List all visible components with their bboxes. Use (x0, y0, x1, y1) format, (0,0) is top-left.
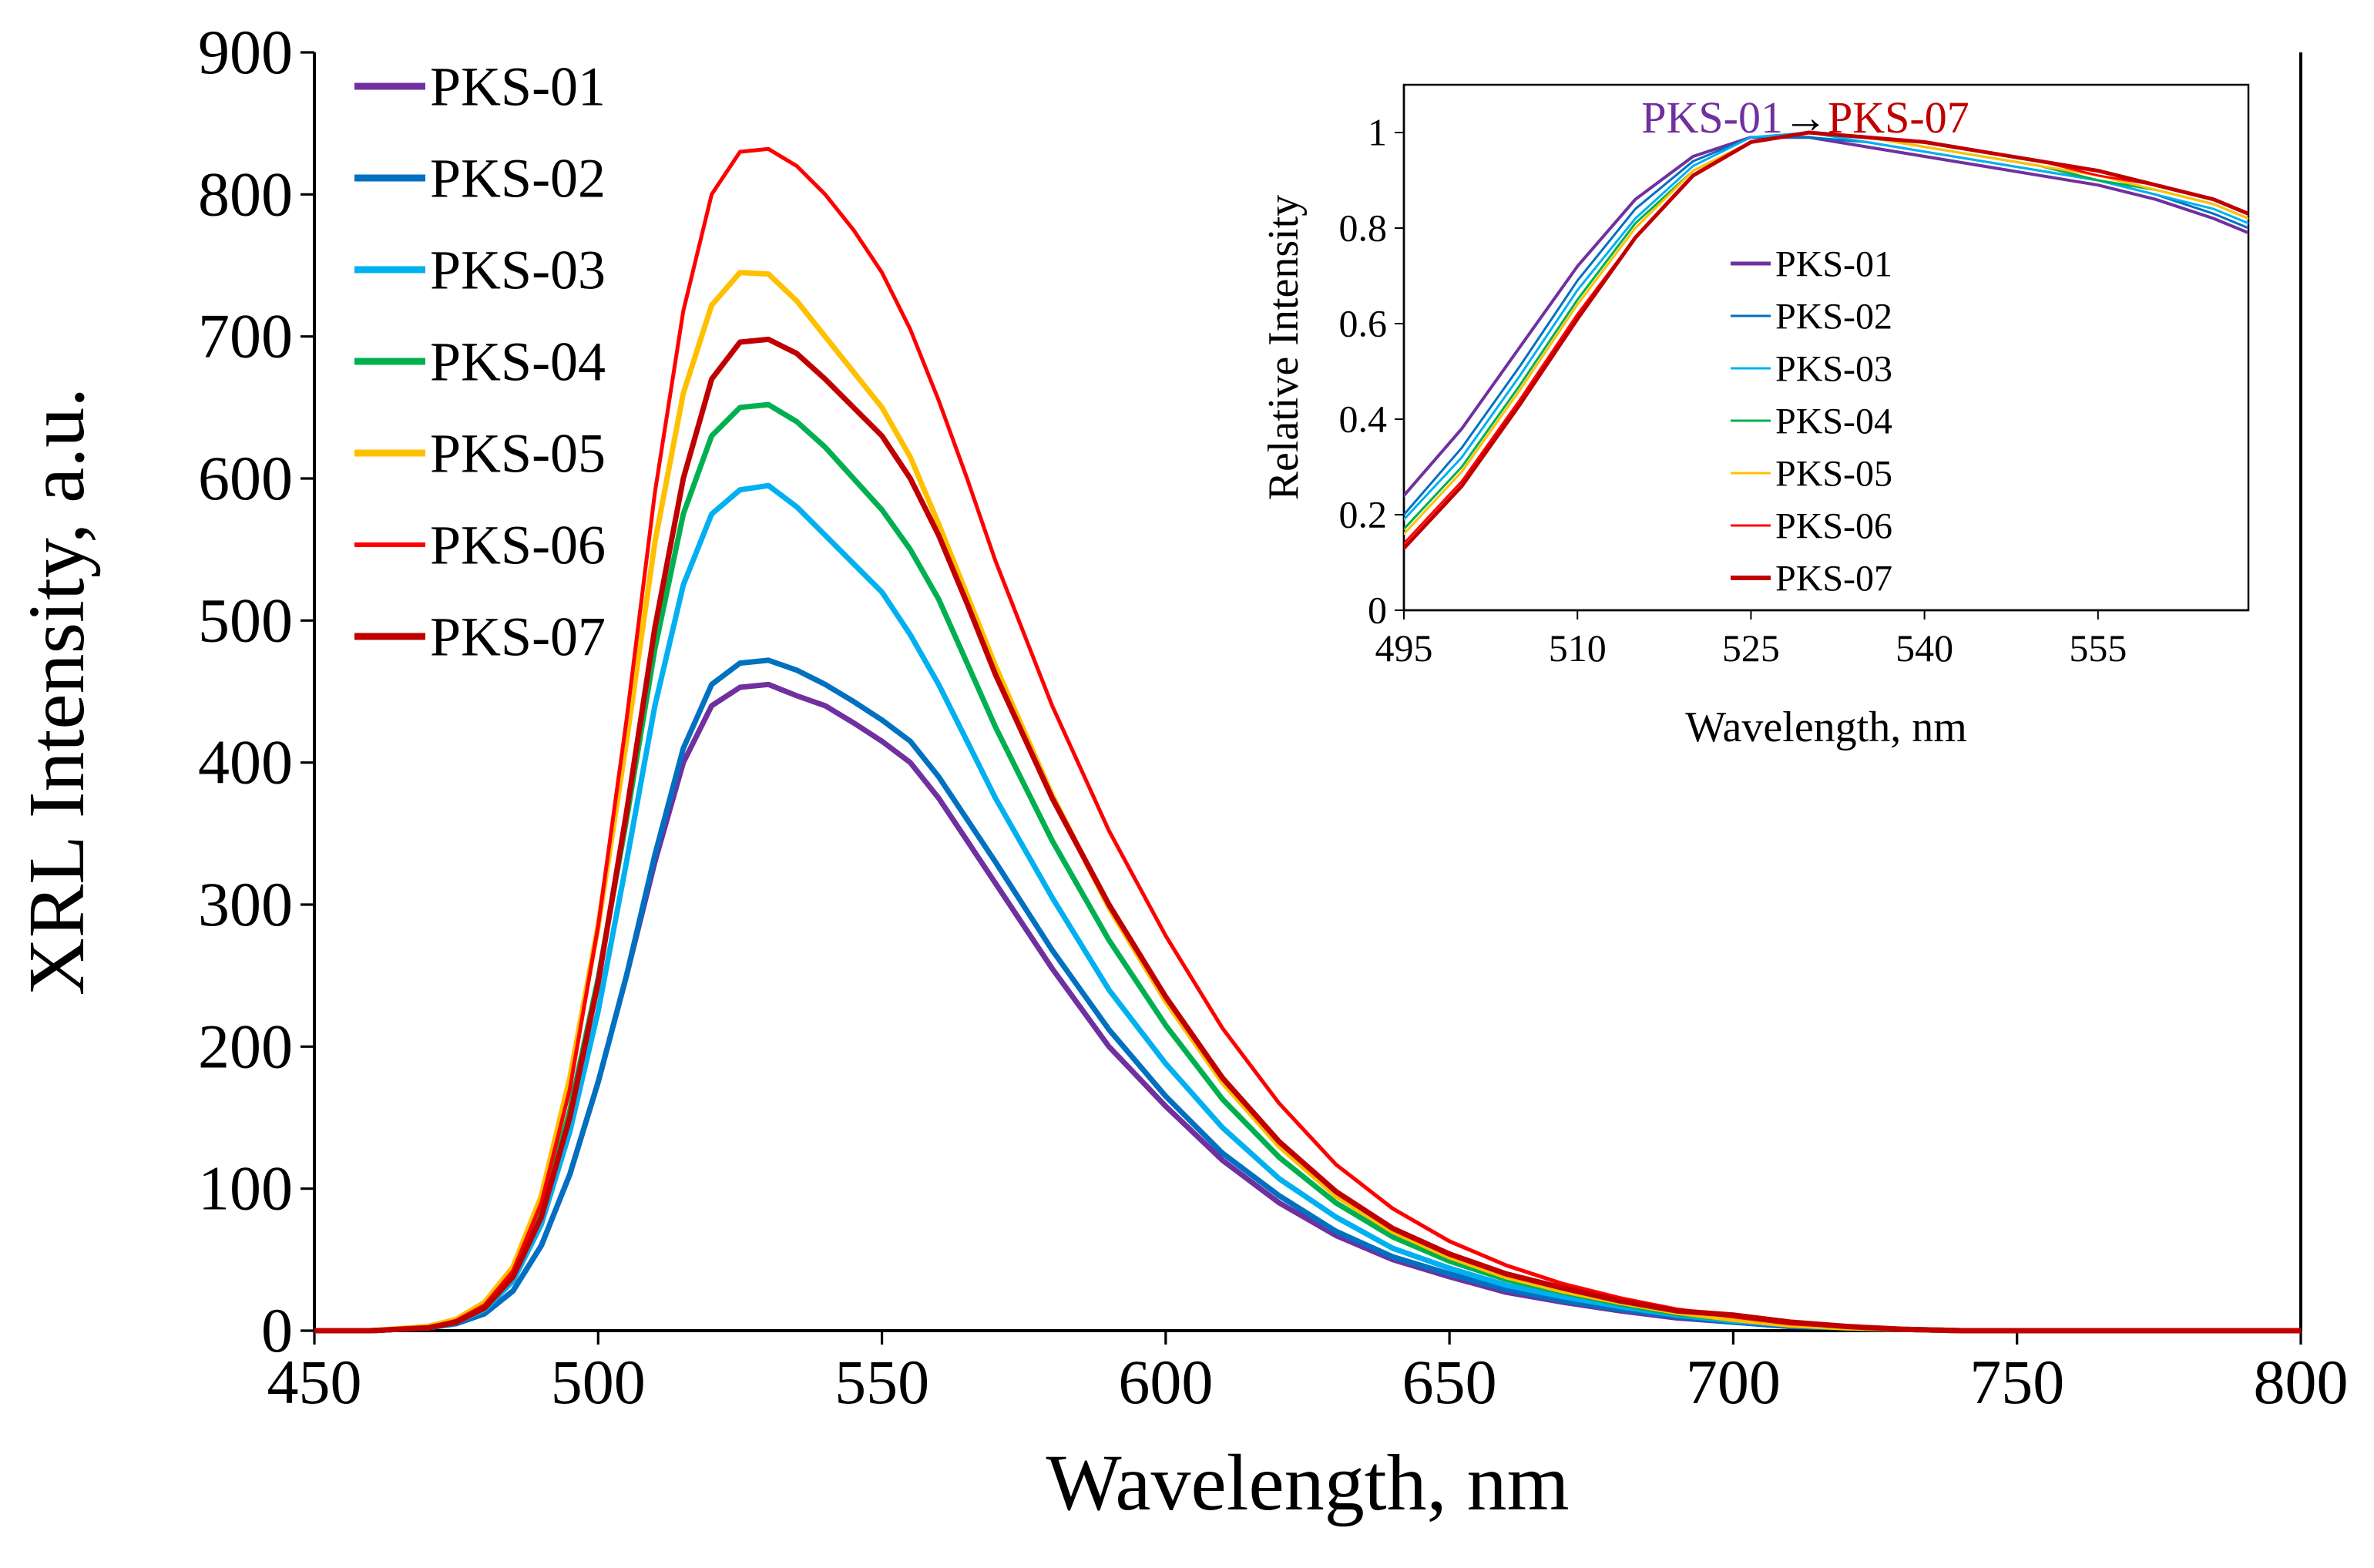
inset-chart: 495 510 525 540 555 0 0.2 0.4 0.6 0.8 1 Wavelength,… (1260, 83, 2250, 751)
inset-series-line-pks-01 (1404, 136, 2248, 498)
inset-x-axis-label: Wavelength, nm (1685, 703, 1967, 751)
main-y-tick-label: 400 (198, 727, 293, 797)
main-x-tick-label: 550 (834, 1347, 929, 1417)
main-x-tick-label: 600 (1118, 1347, 1213, 1417)
main-y-axis-label: XRL Intensity, a.u. (12, 388, 101, 996)
inset-series-line-pks-03 (1404, 131, 2248, 521)
inset-legend-label-pks-01: PKS-01 (1775, 243, 1892, 284)
inset-x-tick-label: 540 (1896, 626, 1953, 670)
main-y-tick-label: 200 (198, 1011, 293, 1081)
inset-y-tick-label: 0.8 (1339, 206, 1388, 250)
main-series-line-pks-07 (314, 336, 2301, 1334)
inset-legend-label-pks-06: PKS-06 (1775, 505, 1892, 546)
main-legend-label-pks-06: PKS-06 (430, 514, 606, 576)
main-y-tick-label: 100 (198, 1153, 293, 1224)
main-y-tick-label: 0 (261, 1295, 293, 1365)
inset-y-tick-label: 0.6 (1339, 302, 1388, 345)
inset-title-part-1: → (1783, 92, 1828, 143)
main-legend-label-pks-02: PKS-02 (430, 147, 606, 209)
main-x-tick-label: 750 (1969, 1347, 2064, 1417)
main-y-tick-label: 300 (198, 869, 293, 939)
main-x-tick-label: 450 (267, 1347, 362, 1417)
inset-series-line-pks-07 (1404, 130, 2248, 550)
inset-legend-label-pks-05: PKS-05 (1775, 453, 1892, 494)
inset-title: PKS-01→PKS-07 (1641, 92, 1969, 143)
main-legend-label-pks-05: PKS-05 (430, 422, 606, 484)
main-x-tick-label: 700 (1686, 1347, 1781, 1417)
main-y-tick-label: 600 (198, 443, 293, 513)
inset-title-part-0: PKS-01 (1641, 92, 1783, 143)
inset-x-tick-label: 525 (1722, 626, 1780, 670)
inset-y-axis-label: Relative Intensity (1260, 195, 1308, 501)
main-x-tick-label: 650 (1402, 1347, 1497, 1417)
main-y-tick-label: 500 (198, 585, 293, 655)
inset-title-part-2: PKS-07 (1828, 92, 1969, 143)
main-legend-label-pks-07: PKS-07 (430, 606, 606, 667)
main-y-tick-label: 700 (198, 301, 293, 371)
main-legend-label-pks-03: PKS-03 (430, 239, 606, 301)
main-chart: 450 500 550 600 650 700 750 800 0 100 200 300 400 500… (12, 17, 2349, 1527)
inset-legend-label-pks-03: PKS-03 (1775, 348, 1892, 389)
inset-x-tick-label: 555 (2069, 626, 2127, 670)
main-y-tick-label: 800 (198, 159, 293, 229)
inset-x-tick-label: 495 (1375, 626, 1433, 670)
main-legend-label-pks-04: PKS-04 (430, 331, 606, 392)
inset-y-tick-label: 0.4 (1339, 398, 1388, 441)
main-x-tick-label: 500 (551, 1347, 646, 1417)
inset-y-tick-label: 1 (1368, 111, 1387, 154)
main-x-axis-label: Wavelength, nm (1046, 1439, 1570, 1527)
inset-y-tick-label: 0 (1368, 589, 1387, 632)
main-y-tick-label: 900 (198, 17, 293, 87)
inset-legend-label-pks-04: PKS-04 (1775, 401, 1892, 442)
inset-y-tick-label: 0.2 (1339, 493, 1388, 536)
main-legend-label-pks-01: PKS-01 (430, 55, 606, 117)
inset-legend-label-pks-07: PKS-07 (1775, 558, 1892, 599)
inset-x-tick-label: 510 (1549, 626, 1607, 670)
main-x-tick-label: 800 (2254, 1347, 2349, 1417)
inset-legend-label-pks-02: PKS-02 (1775, 296, 1892, 337)
